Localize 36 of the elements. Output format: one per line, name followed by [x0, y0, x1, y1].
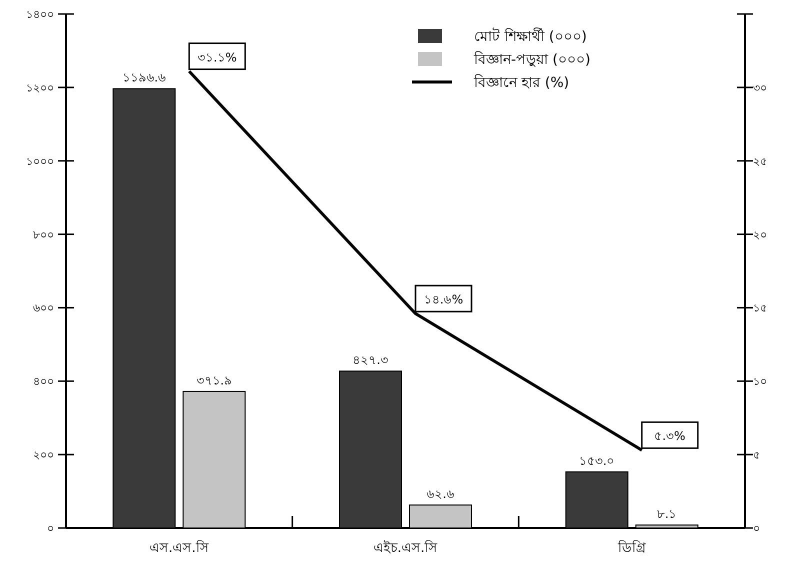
bar — [409, 504, 472, 528]
data-label: ১৪.৬% — [424, 292, 464, 307]
bar — [339, 370, 402, 528]
y2-tick-label: ০ — [753, 522, 760, 535]
data-label: ৮.১ — [656, 507, 677, 522]
y-tick-label: ১২০০ — [26, 81, 54, 94]
y-tick-label: ২০০ — [33, 448, 54, 462]
y2-tick-label: ৩০ — [753, 81, 767, 94]
bar — [635, 524, 698, 528]
bar — [182, 390, 246, 528]
data-label: ৩৭১.৯ — [196, 373, 232, 388]
data-label: ১৫৩.০ — [578, 454, 615, 468]
data-label: ৫.৩% — [654, 429, 686, 444]
data-label: ৩১.১% — [198, 50, 237, 64]
y-tick-label: ০ — [47, 522, 54, 535]
y2-tick-label: ৫ — [753, 448, 760, 462]
data-label: ১১৯৬.৬ — [122, 70, 166, 85]
y-tick-label: ১০০০ — [26, 154, 54, 168]
y-tick-label: ৮০০ — [33, 228, 54, 242]
bar — [565, 471, 628, 528]
legend-label: বিজ্ঞানে হার (%) — [473, 74, 570, 91]
y2-tick-label: ১০ — [753, 375, 767, 388]
y2-tick-label: ২৫ — [753, 154, 767, 168]
y-tick-label: ৬০০ — [33, 302, 54, 315]
legend-label: মোট শিক্ষার্থী (০০০) — [474, 28, 587, 45]
y-tick-label: ১৪০০ — [26, 8, 54, 21]
data-label: ৪২৭.৩ — [352, 353, 388, 368]
y-tick-label: ৪০০ — [33, 375, 54, 388]
x-tick-label: এস.এস.সি — [150, 540, 209, 556]
data-label: ৬২.৬ — [426, 487, 454, 502]
y2-tick-label: ২০ — [753, 228, 767, 242]
x-tick-label: এইচ.এস.সি — [373, 540, 438, 556]
bar — [112, 88, 176, 528]
x-tick-label: ডিগ্রি — [616, 540, 646, 556]
y2-tick-label: ১৫ — [753, 302, 767, 315]
legend-label: বিজ্ঞান-পড়ুয়া (০০০) — [473, 51, 590, 68]
